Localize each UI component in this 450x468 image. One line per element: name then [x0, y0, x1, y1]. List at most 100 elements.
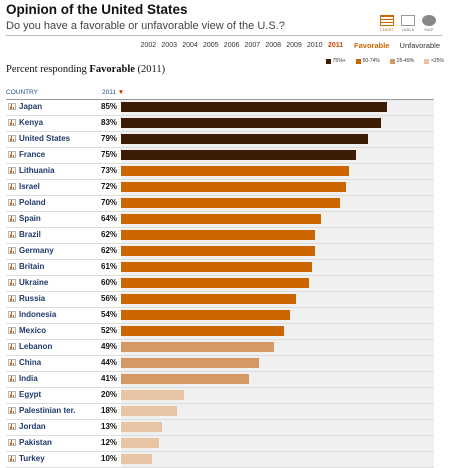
table-row[interactable]: Japan 85% — [6, 100, 434, 116]
country-name[interactable]: Kenya — [19, 118, 44, 127]
year-2008[interactable]: 2008 — [265, 42, 281, 49]
table-view-button[interactable]: TABLE — [399, 12, 417, 32]
table-row[interactable]: Spain 64% — [6, 212, 434, 228]
bar-track — [121, 372, 434, 387]
country-name[interactable]: Mexico — [19, 326, 47, 335]
year-2006[interactable]: 2006 — [223, 42, 240, 49]
year-2002[interactable]: 2002 — [140, 42, 157, 49]
trend-chart-icon[interactable] — [8, 231, 16, 238]
country-name[interactable]: France — [19, 150, 46, 159]
bar-value-label: 62% — [101, 230, 118, 239]
year-column-header[interactable]: 2011 ▼ — [102, 89, 125, 96]
bar-value-label: 18% — [101, 406, 118, 415]
country-name[interactable]: Germany — [19, 246, 54, 255]
table-row[interactable]: Mexico 52% — [6, 324, 434, 340]
country-name[interactable]: Russia — [19, 294, 46, 303]
table-row[interactable]: Germany 62% — [6, 244, 434, 260]
country-name[interactable]: Pakistan — [19, 438, 52, 447]
table-row[interactable]: Ukraine 60% — [6, 276, 434, 292]
bar-value-label: 60% — [101, 278, 118, 287]
year-2004[interactable]: 2004 — [182, 42, 198, 49]
trend-chart-icon[interactable] — [8, 103, 16, 110]
bar — [121, 166, 350, 176]
bar — [121, 454, 153, 464]
table-row[interactable]: Turkey 10% — [6, 452, 434, 468]
country-name[interactable]: Lebanon — [19, 342, 53, 351]
country-name[interactable]: Turkey — [19, 454, 45, 463]
country-name[interactable]: Israel — [19, 182, 40, 191]
country-name[interactable]: Japan — [19, 102, 43, 111]
trend-chart-icon[interactable] — [8, 199, 16, 206]
country-name[interactable]: China — [19, 358, 42, 367]
year-2011[interactable]: 2011 — [327, 42, 344, 49]
bar-track — [121, 356, 434, 371]
table-row[interactable]: Brazil 62% — [6, 228, 434, 244]
country-name[interactable]: Brazil — [19, 230, 41, 239]
table-row[interactable]: Palestinian ter. 18% — [6, 404, 434, 420]
table-row[interactable]: Lithuania 73% — [6, 164, 434, 180]
table-row[interactable]: Poland 70% — [6, 196, 434, 212]
table-row[interactable]: Egypt 20% — [6, 388, 434, 404]
country-name[interactable]: Poland — [19, 198, 46, 207]
table-row[interactable]: Jordan 13% — [6, 420, 434, 436]
trend-chart-icon[interactable] — [8, 359, 16, 366]
table-row[interactable]: China 44% — [6, 356, 434, 372]
country-name[interactable]: United States — [19, 134, 71, 143]
year-2003[interactable]: 2003 — [161, 42, 177, 49]
chart-view-button[interactable]: CHART — [378, 12, 396, 32]
table-row[interactable]: Israel 72% — [6, 180, 434, 196]
unfavorable-toggle[interactable]: Unfavorable — [399, 41, 440, 50]
trend-chart-icon[interactable] — [8, 439, 16, 446]
table-row[interactable]: Pakistan 12% — [6, 436, 434, 452]
country-name[interactable]: Palestinian ter. — [19, 406, 76, 415]
map-view-button[interactable]: MAP — [420, 12, 438, 32]
country-name[interactable]: Indonesia — [19, 310, 57, 319]
trend-chart-icon[interactable] — [8, 135, 16, 142]
trend-chart-icon[interactable] — [8, 423, 16, 430]
trend-chart-icon[interactable] — [8, 279, 16, 286]
trend-chart-icon[interactable] — [8, 343, 16, 350]
trend-chart-icon[interactable] — [8, 391, 16, 398]
trend-chart-icon[interactable] — [8, 263, 16, 270]
country-name[interactable]: Spain — [19, 214, 41, 223]
country-name[interactable]: Jordan — [19, 422, 46, 431]
trend-chart-icon[interactable] — [8, 183, 16, 190]
country-name[interactable]: Ukraine — [19, 278, 49, 287]
trend-chart-icon[interactable] — [8, 151, 16, 158]
country-name[interactable]: Lithuania — [19, 166, 55, 175]
country-name[interactable]: Britain — [19, 262, 45, 271]
trend-chart-icon[interactable] — [8, 119, 16, 126]
country-name[interactable]: India — [19, 374, 38, 383]
legend-swatch — [389, 58, 395, 64]
year-2005[interactable]: 2005 — [203, 42, 219, 49]
table-row[interactable]: Lebanon 49% — [6, 340, 434, 356]
trend-chart-icon[interactable] — [8, 215, 16, 222]
favorable-toggle[interactable]: Favorable — [354, 41, 390, 50]
trend-chart-icon[interactable] — [8, 167, 16, 174]
table-row[interactable]: France 75% — [6, 148, 434, 164]
table-row[interactable]: United States 79% — [6, 132, 434, 148]
trend-chart-icon[interactable] — [8, 311, 16, 318]
year-2010[interactable]: 2010 — [306, 42, 323, 49]
trend-chart-icon[interactable] — [8, 327, 16, 334]
year-2009[interactable]: 2009 — [286, 42, 302, 49]
table-icon — [401, 15, 415, 26]
trend-chart-icon[interactable] — [8, 375, 16, 382]
bar — [121, 118, 381, 128]
table-row[interactable]: Britain 61% — [6, 260, 434, 276]
bar-track — [121, 228, 434, 243]
year-2007[interactable]: 2007 — [244, 42, 261, 49]
trend-chart-icon[interactable] — [8, 247, 16, 254]
table-row[interactable]: India 41% — [6, 372, 434, 388]
table-row[interactable]: Kenya 83% — [6, 116, 434, 132]
bar-value-label: 52% — [101, 326, 118, 335]
table-row[interactable]: Russia 56% — [6, 292, 434, 308]
bar-value-label: 10% — [101, 454, 118, 463]
trend-chart-icon[interactable] — [8, 295, 16, 302]
trend-chart-icon[interactable] — [8, 455, 16, 462]
bar-value-label: 72% — [101, 182, 118, 191]
table-row[interactable]: Indonesia 54% — [6, 308, 434, 324]
country-column-header[interactable]: COUNTRY — [6, 89, 39, 96]
trend-chart-icon[interactable] — [8, 407, 16, 414]
country-name[interactable]: Egypt — [19, 390, 42, 399]
